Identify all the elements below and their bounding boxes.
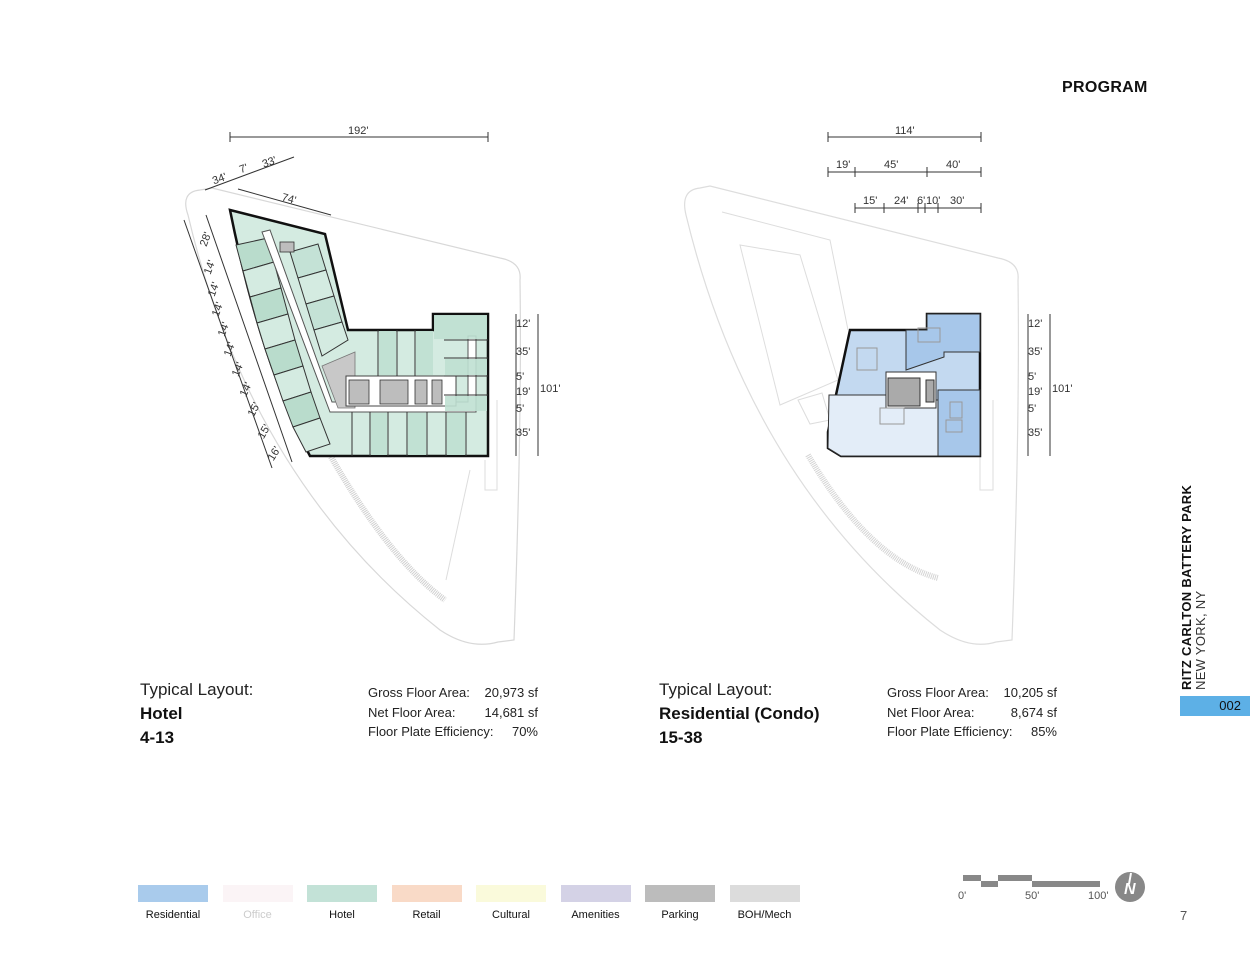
svg-text:5': 5' bbox=[516, 403, 524, 415]
page-number: 7 bbox=[1180, 908, 1188, 923]
residential-layout-info: Typical Layout: Residential (Condo) 15-3… bbox=[659, 680, 820, 748]
svg-text:28': 28' bbox=[198, 231, 214, 249]
svg-text:14': 14' bbox=[202, 259, 218, 277]
hotel-stats: Gross Floor Area: 20,973 sf Net Floor Are… bbox=[368, 685, 538, 744]
svg-text:30': 30' bbox=[950, 195, 964, 207]
legend-item-retail: Retail bbox=[391, 885, 477, 921]
hotel-floor-plan: 192' 34' 7' 33' 74' 28' 14' 14' 14' 14' … bbox=[183, 125, 560, 645]
svg-text:15': 15' bbox=[863, 195, 877, 207]
svg-text:12': 12' bbox=[516, 318, 530, 330]
project-title-block: RITZ CARLTON BATTERY PARK NEW YORK, NY bbox=[1176, 484, 1208, 690]
scale-label-100: 100' bbox=[1088, 890, 1109, 902]
svg-text:10': 10' bbox=[926, 195, 940, 207]
svg-text:14': 14' bbox=[230, 361, 247, 379]
svg-text:101': 101' bbox=[1052, 383, 1072, 395]
legend-item-parking: Parking bbox=[645, 885, 730, 921]
layout-label: Typical Layout: bbox=[140, 680, 254, 699]
stat-efficiency: Floor Plate Efficiency: 85% bbox=[887, 724, 1057, 739]
svg-text:192': 192' bbox=[348, 125, 368, 137]
residential-stats: Gross Floor Area: 10,205 sf Net Floor Are… bbox=[887, 685, 1057, 744]
legend-item-residential: Residential bbox=[138, 885, 223, 921]
svg-text:15': 15' bbox=[246, 401, 263, 419]
svg-text:24': 24' bbox=[894, 195, 908, 207]
svg-text:12': 12' bbox=[1028, 318, 1042, 330]
layout-type: Residential (Condo) bbox=[659, 704, 820, 723]
hotel-layout-info: Typical Layout: Hotel 4-13 bbox=[140, 680, 253, 748]
svg-text:5': 5' bbox=[1028, 371, 1036, 383]
svg-text:35': 35' bbox=[516, 427, 530, 439]
north-arrow-icon bbox=[1115, 872, 1145, 902]
legend-item-boh-mech: BOH/Mech bbox=[729, 885, 815, 921]
svg-text:33': 33' bbox=[261, 154, 279, 170]
svg-text:35': 35' bbox=[1028, 427, 1042, 439]
svg-text:14': 14' bbox=[238, 381, 255, 399]
svg-text:34': 34' bbox=[211, 171, 229, 187]
sheet-number-tab: 002 bbox=[1180, 696, 1250, 716]
legend-item-amenities: Amenities bbox=[560, 885, 646, 921]
svg-text:5': 5' bbox=[1028, 403, 1036, 415]
stat-net: Net Floor Area: 8,674 sf bbox=[887, 704, 1057, 720]
svg-text:N: N bbox=[1124, 881, 1136, 898]
svg-text:15': 15' bbox=[256, 423, 274, 441]
stat-gross: Gross Floor Area: 20,973 sf bbox=[368, 685, 538, 700]
scale-label-0: 0' bbox=[958, 890, 967, 902]
layout-type: Hotel bbox=[140, 704, 183, 723]
layout-floors: 4-13 bbox=[140, 728, 175, 747]
legend-item-hotel: Hotel bbox=[307, 885, 392, 921]
svg-text:14': 14' bbox=[210, 301, 226, 319]
layout-label: Typical Layout: bbox=[659, 680, 773, 699]
stat-net: Net Floor Area: 14,681 sf bbox=[368, 704, 538, 720]
svg-text:14': 14' bbox=[222, 341, 238, 359]
svg-text:7': 7' bbox=[238, 162, 250, 176]
svg-text:35': 35' bbox=[516, 346, 530, 358]
svg-text:19': 19' bbox=[516, 386, 530, 398]
svg-text:40': 40' bbox=[946, 159, 960, 171]
scale-label-50: 50' bbox=[1025, 890, 1040, 902]
stat-gross: Gross Floor Area: 10,205 sf bbox=[887, 685, 1057, 700]
svg-text:45': 45' bbox=[884, 159, 898, 171]
stat-efficiency: Floor Plate Efficiency: 70% bbox=[368, 724, 538, 739]
page-title: PROGRAM bbox=[1062, 79, 1148, 96]
svg-text:19': 19' bbox=[836, 159, 850, 171]
svg-text:35': 35' bbox=[1028, 346, 1042, 358]
legend-item-office: Office bbox=[222, 885, 308, 921]
svg-text:5': 5' bbox=[516, 371, 524, 383]
svg-text:101': 101' bbox=[540, 383, 560, 395]
svg-text:19': 19' bbox=[1028, 386, 1042, 398]
svg-text:6': 6' bbox=[917, 195, 925, 207]
legend-item-cultural: Cultural bbox=[476, 885, 561, 921]
svg-text:14': 14' bbox=[216, 321, 232, 339]
program-legend: Residential Office Hotel Retail Cultural… bbox=[138, 885, 814, 921]
project-name: RITZ CARLTON BATTERY PARK bbox=[1179, 484, 1194, 690]
svg-text:114': 114' bbox=[895, 125, 915, 137]
scale-bar: N bbox=[963, 872, 1145, 902]
project-location: NEW YORK, NY bbox=[1193, 590, 1208, 690]
svg-text:14': 14' bbox=[206, 281, 222, 299]
layout-floors: 15-38 bbox=[659, 728, 703, 747]
svg-text:16': 16' bbox=[266, 445, 284, 464]
svg-text:74': 74' bbox=[280, 192, 297, 207]
